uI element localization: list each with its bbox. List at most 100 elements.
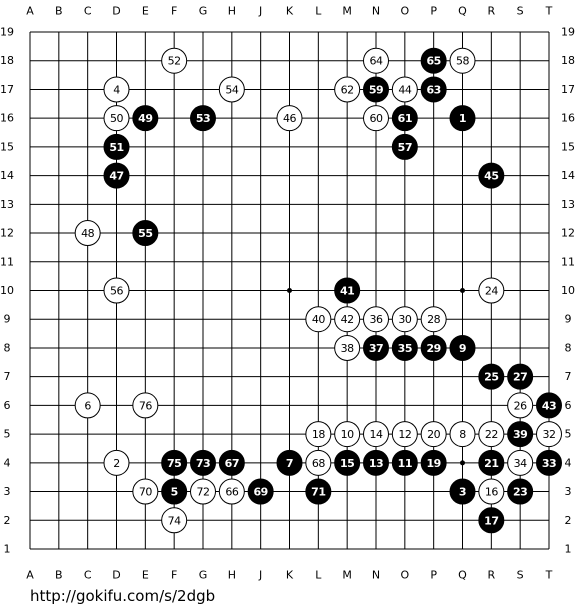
column-label: A <box>26 5 34 18</box>
move-number: 12 <box>398 428 411 441</box>
move-number: 60 <box>370 112 383 125</box>
star-point <box>460 460 465 466</box>
stone <box>334 421 361 448</box>
stone <box>449 334 476 361</box>
row-label: 15 <box>0 140 14 153</box>
stone <box>132 478 159 505</box>
row-label: 16 <box>0 112 14 125</box>
stone <box>334 277 361 304</box>
move-number: 41 <box>340 285 354 298</box>
move-number: 15 <box>340 457 354 470</box>
stone <box>190 478 216 505</box>
move-number: 28 <box>427 313 440 326</box>
stone <box>478 277 505 304</box>
move-number: 43 <box>542 399 556 412</box>
column-label: H <box>228 5 236 18</box>
column-label: R <box>488 5 496 18</box>
move-number: 19 <box>427 457 441 470</box>
stone <box>363 76 389 103</box>
stone <box>218 478 245 505</box>
row-label: 17 <box>0 83 14 96</box>
stone <box>478 507 505 534</box>
row-label: 5 <box>4 428 11 441</box>
move-number: 21 <box>484 457 498 470</box>
row-label: 2 <box>4 514 11 527</box>
column-label: E <box>142 5 149 18</box>
column-label: R <box>488 569 496 582</box>
column-label: N <box>372 5 380 18</box>
stone <box>420 421 447 448</box>
row-label: 4 <box>565 456 572 469</box>
row-label: 3 <box>565 485 572 498</box>
move-number: 63 <box>427 83 441 96</box>
row-label: 19 <box>561 26 575 39</box>
stone <box>103 133 130 160</box>
move-number: 69 <box>254 486 268 499</box>
row-label: 7 <box>565 370 572 383</box>
stone <box>536 449 562 476</box>
move-number: 5 <box>171 486 178 499</box>
column-label: P <box>430 569 437 582</box>
column-label: K <box>286 569 294 582</box>
move-number: 68 <box>312 457 325 470</box>
stone <box>132 105 159 132</box>
move-number: 71 <box>311 486 325 499</box>
move-number: 13 <box>369 457 383 470</box>
column-label: G <box>199 5 208 18</box>
stone <box>391 449 418 476</box>
column-label: F <box>171 569 177 582</box>
column-label: J <box>258 569 262 582</box>
move-number: 56 <box>110 285 123 298</box>
move-number: 48 <box>81 227 94 240</box>
stone <box>507 449 534 476</box>
stone <box>276 449 303 476</box>
move-number: 3 <box>459 486 466 499</box>
stone <box>420 76 447 103</box>
row-label: 17 <box>561 83 575 96</box>
stone <box>103 162 130 189</box>
row-label: 1 <box>565 543 572 556</box>
column-label: A <box>26 569 34 582</box>
move-number: 30 <box>398 313 411 326</box>
stone <box>391 76 418 103</box>
column-label: J <box>258 5 262 18</box>
row-label: 7 <box>4 370 11 383</box>
move-number: 47 <box>109 170 123 183</box>
stone <box>132 392 159 419</box>
move-number: 26 <box>514 399 527 412</box>
move-number: 70 <box>139 486 152 499</box>
stone <box>420 449 447 476</box>
stone <box>420 47 447 74</box>
column-label: S <box>517 5 524 18</box>
column-label: G <box>199 569 208 582</box>
source-url: http://gokifu.com/s/2dgb <box>30 587 215 605</box>
column-label: D <box>112 5 120 18</box>
stone <box>161 449 188 476</box>
row-label: 13 <box>0 198 14 211</box>
row-label: 19 <box>0 26 14 39</box>
stone <box>334 76 361 103</box>
stone <box>420 334 447 361</box>
stone <box>190 449 216 476</box>
column-label: C <box>84 569 92 582</box>
column-label: F <box>171 5 177 18</box>
stone <box>74 220 101 247</box>
stone <box>161 47 188 74</box>
row-label: 10 <box>561 284 575 297</box>
stone <box>478 478 505 505</box>
move-number: 65 <box>427 55 441 68</box>
stone <box>391 334 418 361</box>
row-label: 12 <box>561 227 575 240</box>
move-number: 27 <box>513 371 527 384</box>
stone <box>305 306 332 333</box>
column-label: S <box>517 569 524 582</box>
row-label: 14 <box>561 169 575 182</box>
row-label: 4 <box>4 456 11 469</box>
stone <box>449 421 476 448</box>
move-number: 45 <box>484 170 498 183</box>
move-number: 49 <box>138 112 152 125</box>
stone <box>391 105 418 132</box>
move-number: 59 <box>369 83 383 96</box>
move-number: 20 <box>427 428 440 441</box>
move-number: 74 <box>168 514 181 527</box>
